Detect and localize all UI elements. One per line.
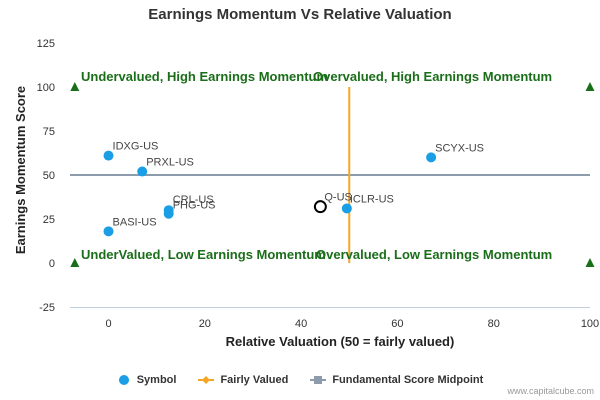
highlight-point-marker[interactable]	[313, 200, 327, 214]
y-axis-ticks: -25 0 25 50 75 100 125	[37, 38, 55, 314]
x-tick-label: 100	[581, 318, 599, 330]
x-axis-label: Relative Valuation (50 = fairly valued)	[226, 334, 455, 349]
data-point[interactable]	[163, 208, 174, 219]
chart-title: Earnings Momentum Vs Relative Valuation	[148, 6, 452, 23]
corner-triangle-marker	[70, 82, 80, 91]
legend-item-midpoint[interactable]: Fundamental Score Midpoint	[310, 374, 483, 386]
x-tick-label: 40	[295, 318, 307, 330]
data-point[interactable]	[341, 203, 352, 214]
highlighted-point: Q-US	[313, 192, 352, 214]
data-point-label: PRXL-US	[146, 156, 194, 168]
data-point-label: SCYX-US	[435, 142, 484, 154]
y-tick-label: 75	[43, 126, 55, 138]
legend-label-symbol: Symbol	[136, 374, 177, 386]
legend-label-midpoint: Fundamental Score Midpoint	[332, 374, 484, 386]
y-tick-label: 100	[37, 82, 55, 94]
data-point[interactable]	[103, 226, 114, 237]
legend-label-fairly-valued: Fairly Valued	[220, 374, 289, 386]
data-point[interactable]	[426, 152, 437, 163]
corner-triangle-marker	[70, 258, 80, 267]
data-point[interactable]	[103, 150, 114, 161]
legend-square-line-icon	[310, 376, 327, 384]
legend-item-symbol[interactable]: Symbol	[117, 374, 177, 386]
quadrant-label-top-left: Undervalued, High Earnings Momentum	[81, 69, 328, 84]
legend-item-fairly-valued[interactable]: Fairly Valued	[198, 374, 288, 386]
y-axis-label: Earnings Momentum Score	[13, 86, 28, 254]
x-tick-label: 20	[199, 318, 211, 330]
data-point-label: BASI-US	[113, 216, 157, 228]
x-tick-label: 60	[391, 318, 403, 330]
data-point-label: ICLR-US	[350, 193, 394, 205]
y-tick-label: 125	[37, 38, 55, 50]
legend-dot-icon	[118, 375, 129, 385]
y-tick-label: 50	[43, 170, 55, 182]
data-point-label: CRL-US	[173, 194, 214, 206]
data-point-label: IDXG-US	[113, 141, 159, 153]
quadrant-labels: Undervalued, High Earnings Momentum Over…	[81, 69, 552, 262]
corner-triangle-marker	[585, 258, 595, 267]
corner-markers	[70, 82, 595, 267]
x-tick-label: 0	[105, 318, 111, 330]
y-tick-label: 0	[49, 258, 55, 270]
watermark: www.capitalcube.com	[507, 386, 594, 396]
x-axis-ticks: 0 20 40 60 80 100	[105, 318, 599, 330]
quadrant-label-bottom-left: UnderValued, Low Earnings Momentum	[81, 247, 326, 262]
legend-diamond-line-icon	[198, 376, 215, 384]
quadrant-label-top-right: Overvalued, High Earnings Momentum	[313, 69, 552, 84]
x-tick-label: 80	[488, 318, 500, 330]
y-tick-label: 25	[43, 214, 55, 226]
data-point-label: PHG-US	[173, 200, 216, 212]
corner-triangle-marker	[585, 82, 595, 91]
data-point[interactable]	[137, 166, 148, 177]
legend: Symbol Fairly Valued Fundamental Score M…	[0, 374, 600, 386]
y-tick-label: -25	[39, 302, 55, 314]
highlight-point-label: Q-US	[324, 192, 352, 204]
quadrant-label-bottom-right: Overvalued, Low Earnings Momentum	[316, 247, 552, 262]
